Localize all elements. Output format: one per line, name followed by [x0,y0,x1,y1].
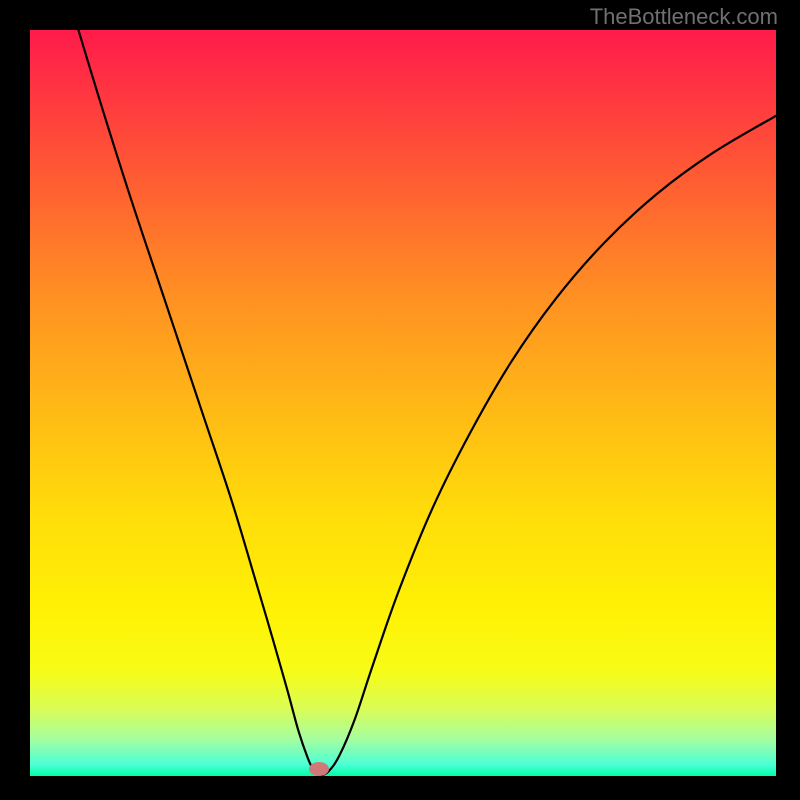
plot-area [30,30,776,776]
curve-path [30,30,776,776]
minimum-marker [309,762,329,776]
watermark-text: TheBottleneck.com [590,4,778,30]
bottleneck-curve [30,30,776,776]
